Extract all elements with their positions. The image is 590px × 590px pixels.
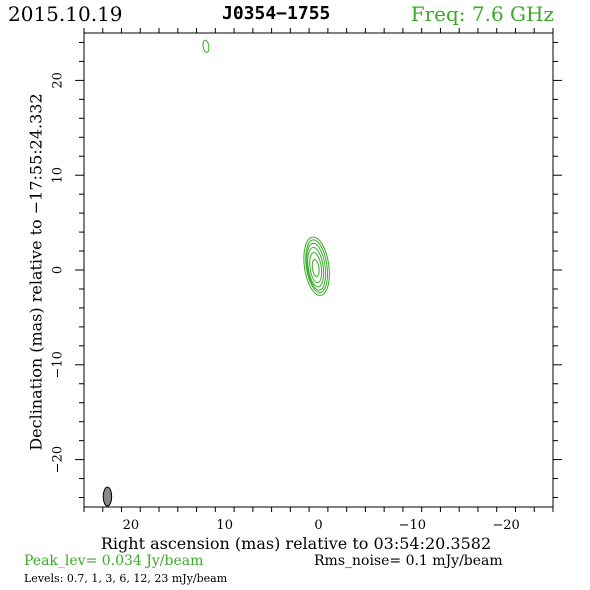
- beam-group: [102, 486, 113, 507]
- contour-line: [303, 236, 330, 296]
- y-tick-label: 10: [51, 167, 66, 184]
- contour-line: [309, 252, 323, 284]
- y-tick-label: 20: [51, 72, 66, 89]
- x-tick-label: 20: [123, 518, 140, 533]
- levels-label: Levels: 0.7, 1, 3, 6, 12, 23 mJy/beam: [24, 572, 228, 585]
- contour-line: [306, 242, 327, 291]
- contour-line: [305, 239, 328, 294]
- x-axis-title: Right ascension (mas) relative to 03:54:…: [100, 534, 492, 553]
- axis-ticks: [75, 28, 562, 512]
- contour-line: [311, 259, 320, 278]
- source-name: J0354−1755: [222, 3, 331, 24]
- contour-group: [202, 39, 330, 296]
- y-tick-label: −20: [51, 446, 66, 473]
- x-tick-label: 10: [216, 518, 233, 533]
- y-tick-label: 0: [51, 266, 66, 274]
- rms-noise-label: Rms_noise= 0.1 mJy/beam: [314, 553, 503, 569]
- observation-date: 2015.10.19: [8, 2, 123, 26]
- contour-line: [307, 246, 325, 288]
- y-axis-title: Declination (mas) relative to −17:55:24.…: [26, 93, 46, 451]
- x-tick-label: 0: [314, 518, 322, 533]
- contour-line: [202, 39, 210, 53]
- plot-frame: [83, 32, 554, 508]
- axis-tick-labels: 20 10 0 −10 −20 20 10 0 −10 −20: [51, 72, 520, 533]
- x-tick-label: −20: [492, 518, 519, 533]
- beam-ellipse: [102, 486, 113, 507]
- peak-level-label: Peak_lev= 0.034 Jy/beam: [24, 553, 204, 569]
- x-tick-label: −10: [399, 518, 426, 533]
- y-tick-label: −10: [51, 351, 66, 378]
- frequency-label: Freq: 7.6 GHz: [410, 2, 554, 26]
